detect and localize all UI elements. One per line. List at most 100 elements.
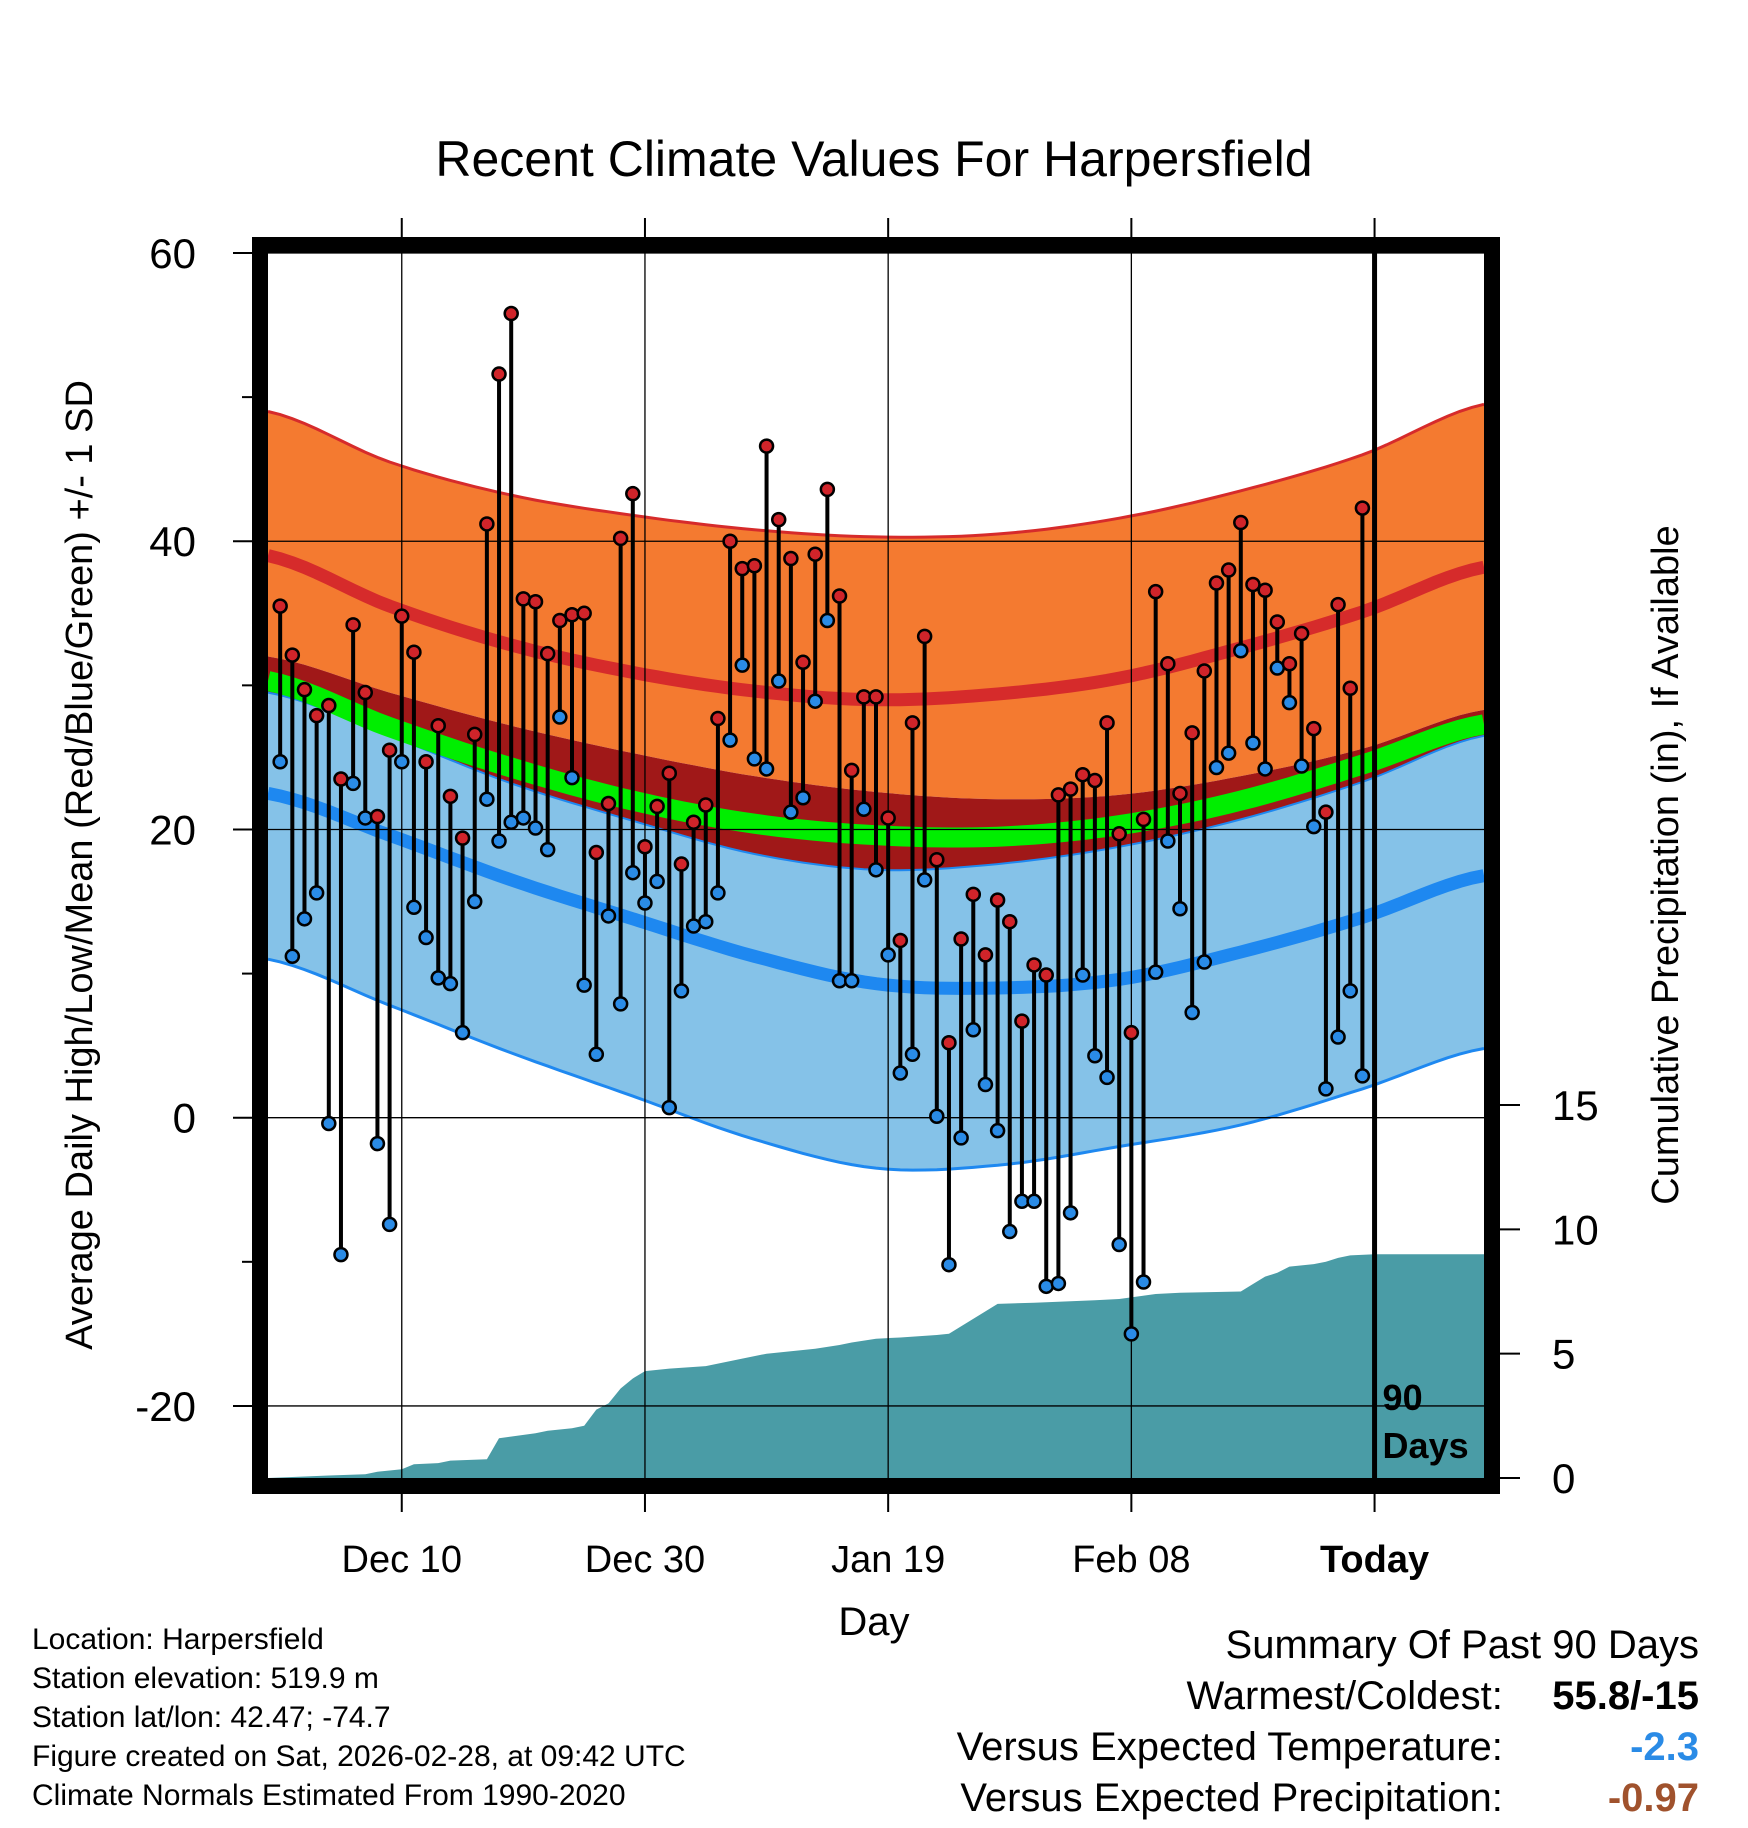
daily-high-point [1026, 957, 1042, 973]
daily-low-point [515, 810, 532, 826]
daily-high-point [1123, 1024, 1140, 1041]
daily-high-point [965, 886, 982, 903]
daily-high-point [625, 485, 641, 502]
daily-high-point [454, 830, 471, 846]
chart-title: Recent Climate Values For Harpersfield [435, 131, 1313, 187]
daily-low-point [564, 769, 580, 786]
y-tick-label: 0 [173, 1095, 196, 1142]
y-tick-label: 60 [149, 230, 196, 277]
daily-high-point [770, 511, 787, 528]
daily-low-point [552, 709, 568, 725]
info-latlon: Station lat/lon: 42.47; -74.7 [32, 1701, 391, 1734]
summary-panel: Summary Of Past 90 Days Warmest/Coldest:… [957, 1620, 1699, 1824]
daily-low-point [1147, 964, 1164, 980]
daily-low-point [1135, 1274, 1152, 1290]
daily-high-point [1147, 583, 1164, 600]
daily-low-point [1123, 1326, 1140, 1342]
daily-low-point [1074, 967, 1091, 983]
daily-low-point [406, 899, 422, 916]
daily-low-point [442, 975, 459, 992]
daily-high-point [1038, 967, 1054, 983]
daily-low-point [734, 657, 750, 673]
daily-low-point [308, 885, 325, 901]
y2-tick-label: 0 [1552, 1455, 1575, 1502]
daily-low-point [1111, 1236, 1127, 1253]
station-info: Location: Harpersfield Station elevation… [32, 1620, 686, 1815]
daily-high-point [1354, 500, 1371, 516]
daily-low-point [746, 751, 763, 767]
summary-warmest-label: Warmest/Coldest: [1186, 1674, 1503, 1718]
daily-high-point [1208, 575, 1225, 591]
daily-high-point [892, 932, 909, 949]
daily-low-point [612, 996, 629, 1012]
daily-high-point [649, 798, 665, 815]
daily-high-point [843, 762, 860, 779]
daily-low-point [1002, 1223, 1018, 1240]
precip-area-fill [268, 1254, 1484, 1478]
daily-low-point [527, 820, 544, 836]
y-tick-label: -20 [135, 1383, 196, 1430]
daily-high-point [576, 605, 592, 622]
summary-precip-label: Versus Expected Precipitation: [960, 1776, 1503, 1820]
daily-low-point [1026, 1193, 1042, 1210]
y-tick-label: 40 [149, 518, 196, 565]
summary-precip-row: Versus Expected Precipitation: -0.97 [957, 1773, 1699, 1824]
daily-high-point [1318, 804, 1334, 820]
daily-high-point [831, 588, 848, 604]
daily-low-point [916, 872, 933, 888]
daily-low-point [1318, 1081, 1334, 1097]
daily-low-point [929, 1108, 945, 1125]
daily-high-point [321, 697, 337, 714]
daily-low-point [418, 929, 434, 946]
daily-high-point [612, 530, 629, 547]
info-created: Figure created on Sat, 2026-02-28, at 09… [32, 1740, 686, 1773]
daily-high-point [1062, 781, 1079, 797]
daily-low-point [588, 1046, 605, 1063]
daily-high-point [661, 765, 678, 782]
daily-low-point [758, 761, 775, 777]
daily-high-point [1099, 715, 1115, 731]
daily-low-point [321, 1115, 337, 1132]
daily-low-point [1306, 818, 1322, 835]
daily-low-point [783, 804, 799, 820]
high-upper-line [267, 402, 1485, 539]
daily-high-point [807, 546, 823, 562]
daily-low-point [1220, 745, 1237, 761]
daily-high-point [904, 715, 921, 731]
daily-low-point [539, 841, 556, 858]
daily-high-point [466, 726, 483, 743]
daily-high-point [1281, 655, 1298, 672]
daily-low-point [649, 873, 665, 890]
daily-high-point [296, 681, 313, 698]
daily-high-point [539, 645, 556, 662]
daily-high-point [1196, 663, 1213, 679]
x-axis-label: Day [838, 1600, 909, 1644]
info-elevation: Station elevation: 519.9 m [32, 1662, 379, 1695]
daily-high-point [418, 753, 434, 770]
daily-low-point [941, 1256, 957, 1273]
daily-high-point [734, 560, 750, 577]
summary-temp-value: -2.3 [1630, 1725, 1699, 1769]
x-tick-label: Jan 19 [831, 1539, 945, 1581]
daily-low-point [1062, 1205, 1079, 1221]
daily-high-point [479, 516, 495, 532]
daily-high-point [1330, 596, 1346, 613]
daily-low-point [369, 1135, 386, 1152]
daily-high-point [345, 617, 361, 633]
daily-high-point [637, 839, 653, 855]
daily-low-point [345, 775, 361, 792]
summary-heading: Summary Of Past 90 Days [1225, 1623, 1699, 1667]
daily-low-point [953, 1130, 969, 1146]
y2-tick-label: 10 [1552, 1206, 1599, 1253]
daily-low-point [673, 983, 690, 999]
daily-low-point [770, 673, 787, 689]
daily-high-point [953, 931, 969, 947]
daily-low-point [710, 885, 726, 901]
summary-precip-value: -0.97 [1607, 1776, 1699, 1820]
daily-high-point [916, 628, 933, 645]
plot-frame [252, 237, 1500, 1494]
daily-high-point [710, 710, 726, 727]
daily-high-point [868, 689, 884, 705]
daily-high-point [588, 844, 605, 861]
